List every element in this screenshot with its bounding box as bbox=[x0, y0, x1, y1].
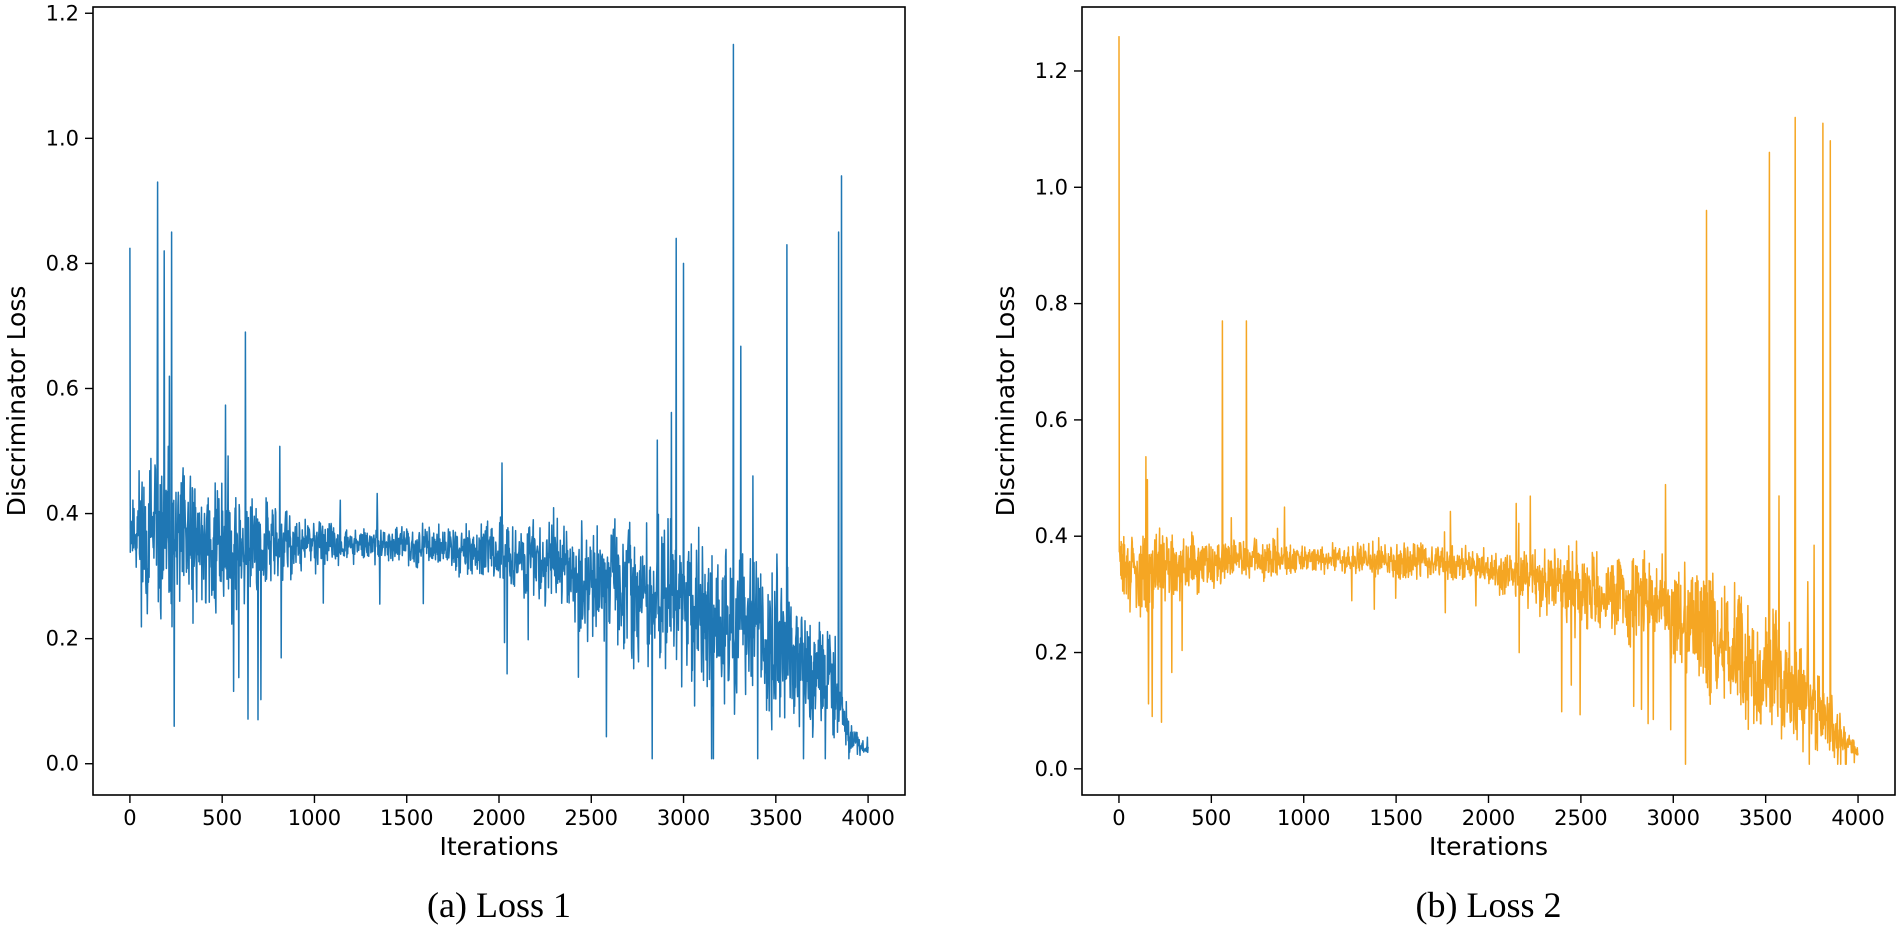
series-line-group bbox=[1118, 36, 1859, 765]
x-axis-label: Iterations bbox=[1429, 832, 1548, 861]
x-tick-label: 3500 bbox=[1739, 806, 1792, 830]
y-tick-label: 0.6 bbox=[1035, 408, 1068, 432]
y-tick-label: 0.8 bbox=[46, 251, 79, 275]
x-tick-label: 1000 bbox=[288, 806, 341, 830]
series-line-group bbox=[129, 43, 869, 760]
y-tick-label: 1.2 bbox=[46, 1, 79, 25]
panel-caption: (a) Loss 1 bbox=[427, 885, 571, 925]
y-tick-label: 0.4 bbox=[46, 502, 79, 526]
x-tick-label: 1500 bbox=[380, 806, 433, 830]
y-tick-label: 0.6 bbox=[46, 376, 79, 400]
y-axis-label: Discriminator Loss bbox=[991, 286, 1020, 517]
x-tick-label: 1500 bbox=[1369, 806, 1422, 830]
y-tick-label: 0.4 bbox=[1035, 524, 1068, 548]
x-tick-label: 3000 bbox=[657, 806, 710, 830]
x-tick-label: 500 bbox=[1191, 806, 1231, 830]
chart-panel-b: 0 500 1000 1500 2000 2500 3000 3500 4000 0.0 0.2 0.… bbox=[991, 6, 1896, 925]
y-tick-label: 0.8 bbox=[1035, 292, 1068, 316]
x-tick-label: 2000 bbox=[472, 806, 525, 830]
x-tick-label: 0 bbox=[123, 806, 136, 830]
x-tick-label: 3500 bbox=[749, 806, 802, 830]
panel-caption: (b) Loss 2 bbox=[1416, 885, 1562, 925]
chart-panel-a: 0 500 1000 1500 2000 2500 3000 3500 4000 0.0 0.2 0.… bbox=[2, 1, 906, 925]
x-tick-label: 500 bbox=[202, 806, 242, 830]
y-tick-label: 0.0 bbox=[1035, 757, 1068, 781]
y-tick-label: 1.0 bbox=[1035, 175, 1068, 199]
axis-ticks: 0 500 1000 1500 2000 2500 3000 3500 4000 0.0 0.2 0.… bbox=[46, 1, 895, 830]
y-tick-label: 0.2 bbox=[1035, 641, 1068, 665]
series-line bbox=[129, 43, 869, 760]
x-tick-label: 2500 bbox=[565, 806, 618, 830]
y-axis-label: Discriminator Loss bbox=[2, 286, 31, 517]
y-tick-label: 1.0 bbox=[46, 126, 79, 150]
x-tick-label: 2500 bbox=[1554, 806, 1607, 830]
x-axis-label: Iterations bbox=[439, 832, 558, 861]
x-tick-label: 3000 bbox=[1647, 806, 1700, 830]
x-tick-label: 1000 bbox=[1277, 806, 1330, 830]
x-tick-label: 4000 bbox=[841, 806, 894, 830]
series-line bbox=[1118, 36, 1859, 765]
y-tick-label: 1.2 bbox=[1035, 59, 1068, 83]
y-tick-label: 0.2 bbox=[46, 627, 79, 651]
x-tick-label: 4000 bbox=[1831, 806, 1884, 830]
axis-ticks: 0 500 1000 1500 2000 2500 3000 3500 4000 0.0 0.2 0.… bbox=[1035, 59, 1885, 830]
y-tick-label: 0.0 bbox=[46, 752, 79, 776]
x-tick-label: 0 bbox=[1112, 806, 1125, 830]
x-tick-label: 2000 bbox=[1462, 806, 1515, 830]
